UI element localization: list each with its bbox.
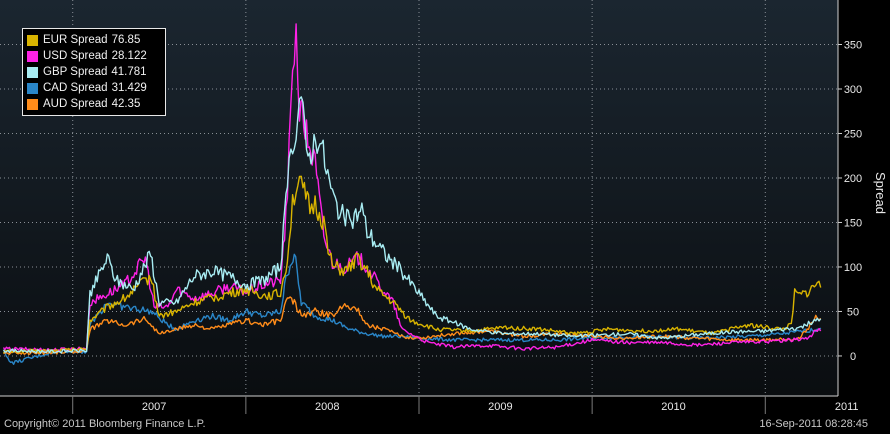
legend-value: 42.35 — [111, 98, 141, 110]
legend: EUR Spread 76.85 USD Spread 28.122 GBP Sprea… — [22, 28, 166, 116]
legend-swatch — [27, 34, 38, 46]
x-tick-label: 2010 — [661, 401, 685, 413]
legend-value: 76.85 — [111, 34, 141, 46]
x-tick-label: 2008 — [315, 401, 339, 413]
y-tick-label: 300 — [844, 84, 862, 96]
legend-swatch — [27, 66, 38, 78]
legend-label: CAD Spread — [43, 82, 108, 94]
legend-item-cad: CAD Spread 31.429 — [27, 80, 161, 96]
y-tick-label: 350 — [844, 39, 862, 51]
x-tick-label: 2007 — [142, 401, 166, 413]
legend-value: 31.429 — [111, 82, 147, 94]
legend-item-eur: EUR Spread 76.85 — [27, 32, 161, 48]
y-axis: 0 50 100 150 200 250 300 350 — [837, 0, 862, 396]
y-tick-label: 250 — [844, 128, 862, 140]
legend-swatch — [27, 98, 38, 110]
legend-value: 41.781 — [111, 66, 147, 78]
y-tick-label: 0 — [850, 351, 856, 363]
series-line-gbp — [2, 96, 822, 354]
legend-label: EUR Spread — [43, 34, 108, 46]
legend-item-usd: USD Spread 28.122 — [27, 48, 161, 64]
legend-label: GBP Spread — [43, 66, 108, 78]
x-tick-label: 2011 — [835, 401, 859, 413]
y-tick-label: 100 — [844, 262, 862, 274]
legend-swatch — [27, 82, 38, 94]
legend-swatch — [27, 50, 38, 62]
y-axis-label: Spread — [873, 172, 888, 214]
legend-item-gbp: GBP Spread 41.781 — [27, 64, 161, 80]
series-lines — [2, 23, 822, 365]
legend-label: USD Spread — [43, 50, 108, 62]
legend-item-aud: AUD Spread 42.35 — [27, 96, 161, 112]
y-tick-label: 150 — [844, 217, 862, 229]
timestamp-text: 16-Sep-2011 08:28:45 — [759, 418, 868, 430]
copyright-text: Copyright© 2011 Bloomberg Finance L.P. — [4, 418, 206, 430]
x-axis: 2007 2008 2009 2010 2011 — [0, 395, 859, 416]
footer: Copyright© 2011 Bloomberg Finance L.P. 1… — [0, 416, 890, 434]
x-tick-label: 2009 — [488, 401, 512, 413]
y-tick-label: 200 — [844, 173, 862, 185]
legend-value: 28.122 — [111, 50, 147, 62]
y-tick-label: 50 — [847, 306, 859, 318]
legend-label: AUD Spread — [43, 98, 108, 110]
series-line-usd — [2, 23, 822, 352]
